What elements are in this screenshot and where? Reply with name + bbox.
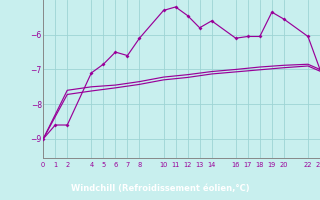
Text: 8: 8: [137, 162, 142, 168]
Text: 20: 20: [280, 162, 288, 168]
Text: 14: 14: [207, 162, 216, 168]
Text: 10: 10: [159, 162, 168, 168]
Text: 6: 6: [113, 162, 117, 168]
Text: 7: 7: [125, 162, 130, 168]
Text: 11: 11: [172, 162, 180, 168]
Text: 23: 23: [316, 162, 320, 168]
Text: 12: 12: [183, 162, 192, 168]
Text: 1: 1: [53, 162, 57, 168]
Text: 17: 17: [244, 162, 252, 168]
Text: 4: 4: [89, 162, 93, 168]
Text: 5: 5: [101, 162, 106, 168]
Text: 2: 2: [65, 162, 69, 168]
Text: 13: 13: [196, 162, 204, 168]
Text: 16: 16: [232, 162, 240, 168]
Text: 0: 0: [41, 162, 45, 168]
Text: Windchill (Refroidissement éolien,°C): Windchill (Refroidissement éolien,°C): [71, 184, 249, 193]
Text: 18: 18: [256, 162, 264, 168]
Text: 19: 19: [268, 162, 276, 168]
Text: 22: 22: [304, 162, 312, 168]
